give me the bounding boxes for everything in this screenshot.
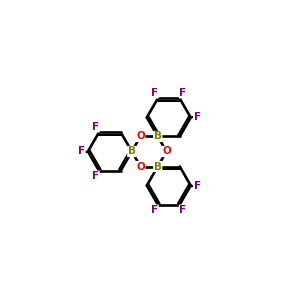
Text: O: O — [136, 131, 145, 142]
Text: B: B — [154, 161, 162, 172]
Text: F: F — [92, 171, 99, 181]
Text: O: O — [162, 146, 171, 157]
Text: F: F — [151, 88, 158, 98]
Text: B: B — [128, 146, 136, 157]
Text: F: F — [78, 146, 85, 157]
Text: F: F — [151, 205, 158, 215]
Text: F: F — [194, 112, 201, 122]
Text: F: F — [179, 205, 187, 215]
Text: F: F — [92, 122, 99, 132]
Text: B: B — [154, 131, 162, 142]
Text: O: O — [136, 161, 145, 172]
Text: F: F — [179, 88, 187, 98]
Text: F: F — [194, 181, 201, 190]
